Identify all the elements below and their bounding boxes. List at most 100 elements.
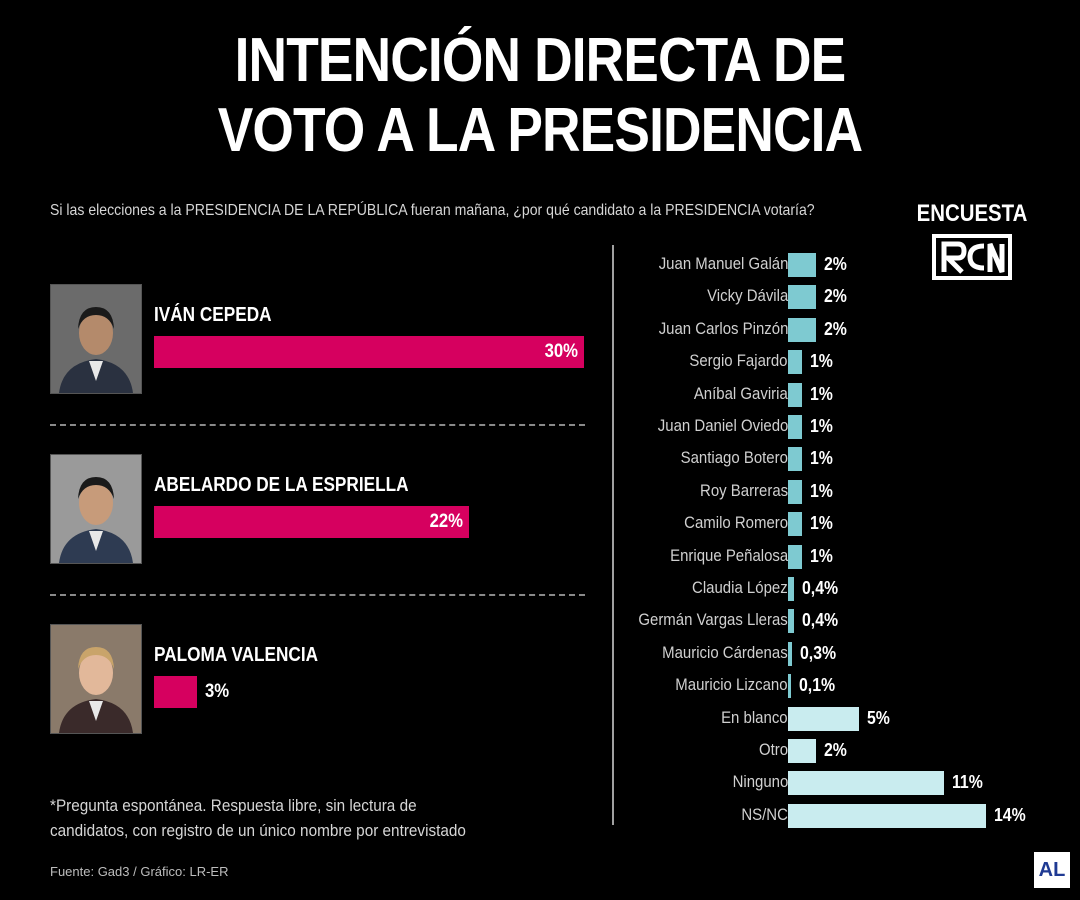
leader-row: PALOMA VALENCIA 3%: [50, 624, 590, 734]
leader-row: ABELARDO DE LA ESPRIELLA 22%: [50, 454, 590, 564]
rest-row: Aníbal Gaviria 1%: [612, 380, 1072, 410]
leader-value-label: 22%: [429, 511, 464, 532]
rest-category-label: Ninguno: [732, 772, 788, 792]
rest-row: Sergio Fajardo 1%: [612, 347, 1072, 377]
leader-bar: [154, 676, 197, 708]
rest-row: Enrique Peñalosa 1%: [612, 542, 1072, 572]
rest-value-label: 2%: [824, 286, 848, 307]
rest-row: NS/NC 14%: [612, 801, 1072, 831]
rest-category-label: Otro: [758, 740, 788, 759]
rest-bar: [788, 415, 803, 439]
rest-row: Santiago Botero 1%: [612, 444, 1072, 474]
leader-value-label: 3%: [205, 681, 230, 702]
rest-value-label: 0,4%: [801, 578, 838, 598]
rest-bar: [788, 577, 794, 601]
rest-bar: [788, 803, 986, 828]
divider-2: [50, 594, 585, 596]
title-line-2: VOTO A LA PRESIDENCIA: [217, 96, 863, 165]
rest-row: Vicky Dávila 2%: [612, 282, 1072, 312]
rest-value-label: 1%: [810, 351, 834, 372]
rest-bar: [788, 641, 793, 666]
candidate-photo: [50, 624, 142, 734]
rest-bar: [788, 609, 794, 634]
rest-bar: [788, 317, 817, 342]
publisher-logo: AL: [1034, 852, 1070, 888]
leader-name: IVÁN CEPEDA: [154, 304, 272, 326]
footnote: *Pregunta espontánea. Respuesta libre, s…: [50, 793, 518, 843]
rest-bar: [788, 739, 817, 763]
rest-row: Juan Manuel Galán 2%: [612, 250, 1072, 280]
leader-name: ABELARDO DE LA ESPRIELLA: [154, 474, 409, 496]
rest-category-label: Claudia López: [692, 578, 788, 597]
rest-value-label: 1%: [810, 416, 834, 436]
footnote-line-1: *Pregunta espontánea. Respuesta libre, s…: [50, 796, 417, 815]
rest-value-label: 11%: [951, 772, 983, 793]
rest-row: Juan Carlos Pinzón 2%: [612, 315, 1072, 345]
brand-block: ENCUESTA: [904, 200, 1040, 280]
rest-bar: [788, 479, 803, 504]
rest-category-label: Aníbal Gaviria: [694, 383, 788, 403]
rest-category-label: Juan Manuel Galán: [658, 254, 788, 273]
rest-row: Mauricio Lizcano 0,1%: [612, 671, 1072, 701]
rest-category-label: En blanco: [721, 707, 788, 727]
rest-value-label: 1%: [810, 545, 834, 566]
rest-row: Otro 2%: [612, 736, 1072, 766]
rcn-logo-icon: [932, 234, 1012, 280]
leader-row: IVÁN CEPEDA 30%: [50, 284, 590, 394]
leader-value-label: 30%: [544, 341, 578, 362]
chart-title: INTENCIÓN DIRECTA DE VOTO A LA PRESIDENC…: [76, 26, 1005, 166]
rest-category-label: Germán Vargas Lleras: [638, 610, 788, 630]
rest-row: Mauricio Cárdenas 0,3%: [612, 639, 1072, 669]
rest-value-label: 0,3%: [800, 642, 837, 663]
rest-value-label: 0,4%: [801, 610, 838, 631]
rest-bar: [788, 447, 803, 472]
rest-chart-axis: [612, 245, 614, 825]
rest-bar: [788, 253, 817, 277]
brand-label: ENCUESTA: [916, 200, 1028, 227]
rest-value-label: 0,1%: [799, 675, 836, 696]
rest-bar: [788, 771, 944, 796]
divider-1: [50, 424, 585, 426]
rest-bar: [788, 285, 817, 310]
rest-row: Juan Daniel Oviedo 1%: [612, 412, 1072, 442]
rest-row: Germán Vargas Lleras 0,4%: [612, 606, 1072, 636]
rest-value-label: 1%: [810, 448, 834, 469]
rest-category-label: Camilo Romero: [684, 513, 788, 533]
rest-row: Roy Barreras 1%: [612, 477, 1072, 507]
rest-row: Claudia López 0,4%: [612, 574, 1072, 604]
source-credit: Fuente: Gad3 / Gráfico: LR-ER: [50, 864, 229, 879]
rest-category-label: NS/NC: [741, 804, 788, 824]
rest-value-label: 14%: [994, 804, 1026, 825]
rest-value-label: 1%: [810, 383, 834, 404]
rest-value-label: 2%: [824, 740, 848, 760]
rest-category-label: Mauricio Lizcano: [675, 675, 788, 695]
rest-category-label: Sergio Fajardo: [689, 351, 788, 371]
rest-value-label: 1%: [810, 513, 834, 534]
rest-category-label: Juan Daniel Oviedo: [657, 416, 788, 435]
rest-category-label: Mauricio Cárdenas: [662, 642, 788, 662]
leader-bar: [154, 336, 584, 368]
rest-category-label: Roy Barreras: [699, 480, 788, 500]
rest-bar: [788, 382, 803, 407]
rest-bar: [788, 706, 859, 731]
rest-row: Camilo Romero 1%: [612, 509, 1072, 539]
rest-value-label: 5%: [866, 707, 890, 728]
rest-bar: [788, 512, 803, 537]
leader-name: PALOMA VALENCIA: [154, 644, 319, 666]
rest-value-label: 2%: [824, 254, 848, 274]
candidate-photo: [50, 454, 142, 564]
rest-row: En blanco 5%: [612, 704, 1072, 734]
rest-value-label: 1%: [810, 480, 834, 501]
rest-category-label: Juan Carlos Pinzón: [658, 318, 788, 338]
leader-bar: [154, 506, 470, 538]
footnote-line-2: candidatos, con registro de un único nom…: [50, 821, 466, 840]
rest-category-label: Enrique Peñalosa: [669, 545, 788, 565]
rest-bar: [788, 544, 803, 569]
rest-bar: [788, 350, 803, 375]
title-line-1: INTENCIÓN DIRECTA DE: [234, 26, 847, 95]
rest-category-label: Vicky Dávila: [706, 286, 788, 306]
rest-value-label: 2%: [824, 318, 848, 339]
survey-question: Si las elecciones a la PRESIDENCIA DE LA…: [50, 202, 815, 219]
rest-bar: [788, 674, 791, 699]
rest-row: Ninguno 11%: [612, 768, 1072, 798]
